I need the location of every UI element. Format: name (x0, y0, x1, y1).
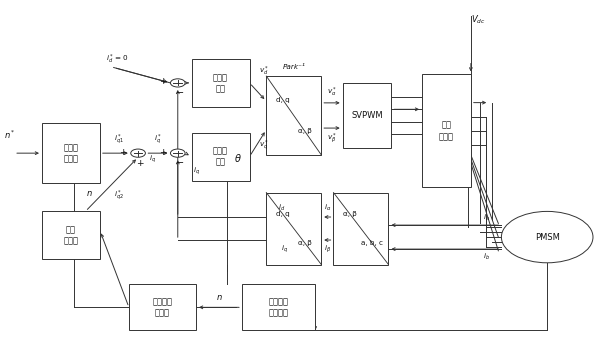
Text: $\theta$: $\theta$ (234, 152, 242, 164)
Text: d, q: d, q (276, 211, 290, 217)
Text: SVPWM: SVPWM (351, 111, 383, 120)
Text: 磁链控
制器: 磁链控 制器 (213, 73, 228, 93)
Bar (129, 284, 196, 331)
Text: d, q: d, q (276, 97, 290, 103)
Text: $v_d^*$: $v_d^*$ (259, 65, 269, 78)
Text: $i_a$: $i_a$ (483, 213, 490, 223)
Text: $i_{q2}^*$: $i_{q2}^*$ (114, 189, 124, 203)
Circle shape (171, 79, 185, 87)
Bar (192, 59, 250, 107)
Text: $i_q$: $i_q$ (281, 244, 288, 255)
Bar (266, 76, 321, 155)
Text: Park⁻¹: Park⁻¹ (282, 64, 305, 70)
Text: $i_q^*$: $i_q^*$ (154, 133, 162, 148)
Bar (42, 212, 100, 259)
Text: 自抗扰
控制器: 自抗扰 控制器 (64, 143, 78, 163)
Text: $v_\beta^*$: $v_\beta^*$ (327, 131, 337, 146)
Text: 转矩控
制器: 转矩控 制器 (213, 147, 228, 166)
Text: 负载转矩
观测器: 负载转矩 观测器 (152, 297, 173, 318)
Text: α, β: α, β (297, 128, 312, 134)
Text: −: − (176, 88, 184, 98)
Text: $V_{dc}$: $V_{dc}$ (471, 13, 485, 26)
Text: $i_q$: $i_q$ (193, 166, 200, 178)
Circle shape (501, 212, 593, 263)
Bar (422, 74, 471, 187)
Text: 三相
逆变器: 三相 逆变器 (439, 121, 454, 141)
Text: $n^*$: $n^*$ (4, 128, 16, 140)
Text: $i_\alpha$: $i_\alpha$ (324, 202, 331, 213)
Text: α, β: α, β (343, 211, 357, 217)
Text: +: + (159, 148, 166, 157)
Text: +: + (119, 148, 127, 157)
Text: $n$: $n$ (86, 189, 92, 198)
Text: $v_q^*$: $v_q^*$ (259, 138, 269, 153)
Text: α, β: α, β (297, 240, 312, 246)
Bar (192, 132, 250, 181)
Text: PMSM: PMSM (535, 233, 559, 241)
Text: +: + (159, 77, 166, 86)
Bar (266, 193, 321, 265)
Text: a, b, c: a, b, c (360, 240, 382, 246)
Text: 位置和速
度传感器: 位置和速 度传感器 (269, 297, 288, 318)
Bar (242, 284, 315, 331)
Text: $n$: $n$ (215, 292, 222, 302)
Text: +: + (136, 159, 144, 168)
Bar (334, 193, 389, 265)
Text: $i_q$: $i_q$ (149, 153, 155, 165)
Text: −: − (176, 159, 184, 169)
Text: $i_{q1}^*$: $i_{q1}^*$ (114, 132, 124, 147)
Text: 前馈
控制器: 前馈 控制器 (64, 225, 78, 245)
Text: $v_\alpha^*$: $v_\alpha^*$ (327, 86, 337, 99)
Text: $i_d$: $i_d$ (278, 202, 285, 213)
Text: $i_d^* = 0$: $i_d^* = 0$ (106, 53, 128, 66)
Circle shape (171, 149, 185, 157)
Bar (42, 123, 100, 183)
Text: $i_\beta$: $i_\beta$ (324, 244, 331, 255)
Text: $i_b$: $i_b$ (483, 251, 490, 262)
Bar (343, 83, 392, 148)
Circle shape (131, 149, 146, 157)
